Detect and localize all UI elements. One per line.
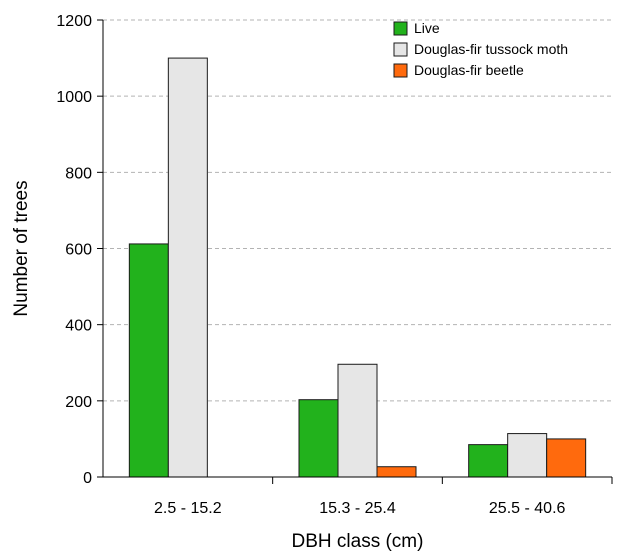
legend-swatch bbox=[393, 42, 408, 57]
y-tick-label: 0 bbox=[83, 470, 92, 487]
bar-douglas-fir-beetle bbox=[546, 438, 587, 478]
bar-live bbox=[128, 243, 169, 478]
legend: Live Douglas-fir tussock moth Douglas-fir … bbox=[393, 20, 568, 78]
bar-live bbox=[298, 399, 339, 478]
y-tick-label: 800 bbox=[65, 165, 92, 182]
y-tick-label: 200 bbox=[65, 394, 92, 411]
legend-label: Douglas-fir tussock moth bbox=[414, 41, 568, 57]
bar-live bbox=[468, 444, 509, 478]
legend-label: Douglas-fir beetle bbox=[414, 62, 524, 78]
y-axis-ticks: 0 200 400 600 800 1000 1200 bbox=[56, 13, 103, 487]
bar-douglas-fir-tussock-moth bbox=[507, 433, 548, 478]
y-tick-label: 1200 bbox=[56, 13, 92, 30]
legend-swatch bbox=[393, 21, 408, 36]
x-tick-label: 25.5 - 40.6 bbox=[489, 500, 566, 517]
legend-label: Live bbox=[414, 20, 440, 36]
x-tick-label: 2.5 - 15.2 bbox=[154, 500, 222, 517]
y-tick-label: 1000 bbox=[56, 89, 92, 106]
bars bbox=[128, 57, 587, 478]
x-axis-ticks: 2.5 - 15.2 15.3 - 25.4 25.5 - 40.6 bbox=[154, 477, 613, 517]
y-tick-label: 400 bbox=[65, 318, 92, 335]
bar-douglas-fir-tussock-moth bbox=[337, 363, 378, 478]
bar-douglas-fir-tussock-moth bbox=[167, 57, 208, 478]
bar-douglas-fir-beetle bbox=[376, 466, 417, 478]
legend-swatch bbox=[393, 63, 408, 78]
y-tick-label: 600 bbox=[65, 242, 92, 259]
x-tick-label: 15.3 - 25.4 bbox=[319, 500, 396, 517]
y-axis-title: Number of trees bbox=[11, 180, 32, 316]
x-axis-title: DBH class (cm) bbox=[292, 531, 424, 552]
